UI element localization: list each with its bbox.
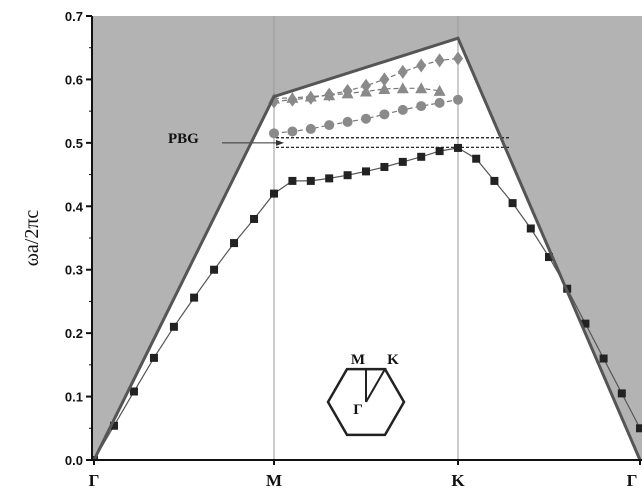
inset-label-m: M xyxy=(351,352,365,368)
data-point-circle xyxy=(361,113,371,124)
data-point-square xyxy=(380,162,389,171)
data-point-circle xyxy=(416,101,427,112)
x-tick-label: K xyxy=(451,471,465,490)
data-point-square xyxy=(508,199,517,208)
data-point-diamond xyxy=(434,53,445,68)
data-point-square xyxy=(210,265,219,274)
data-point-square xyxy=(526,224,535,233)
data-point-circle xyxy=(397,104,408,115)
data-point-diamond xyxy=(342,83,353,98)
y-tick-label: 0.7 xyxy=(65,9,83,24)
light-cone-region xyxy=(92,16,642,460)
x-tick-label: Γ xyxy=(89,471,100,490)
data-point-circle xyxy=(324,120,335,131)
data-point-square xyxy=(398,157,407,166)
data-point-circle xyxy=(434,97,445,108)
data-point-diamond xyxy=(287,92,298,107)
data-point-square xyxy=(454,143,462,152)
data-point-diamond xyxy=(453,51,463,66)
data-point-diamond xyxy=(379,72,390,87)
data-point-square xyxy=(306,176,315,185)
photonic-band-gap: PBG xyxy=(168,131,510,148)
data-point-square xyxy=(490,176,499,185)
data-point-triangle xyxy=(378,82,391,94)
data-point-square xyxy=(545,253,553,262)
x-tick-label: Γ xyxy=(627,471,638,490)
data-point-square xyxy=(129,387,138,396)
data-point-square xyxy=(472,154,481,163)
pbg-arrow-head xyxy=(276,139,284,146)
data-point-square xyxy=(343,171,352,180)
data-point-square xyxy=(435,147,444,156)
y-tick-label: 0.3 xyxy=(65,263,83,278)
y-tick-label: 0.5 xyxy=(65,136,83,151)
axes: 0.0 0.1 0.2 0.3 0.4 0.5 0.6 0.7 Γ M K Γ xyxy=(65,9,642,490)
data-point-circle xyxy=(305,123,316,134)
inset-label-gamma: Γ xyxy=(353,402,363,418)
data-point-diamond xyxy=(397,64,408,79)
data-point-circle xyxy=(379,109,390,120)
data-point-square xyxy=(288,176,297,185)
data-point-circle xyxy=(287,126,298,137)
inset-label-k: K xyxy=(387,352,399,368)
band-line xyxy=(93,147,641,460)
light-line xyxy=(92,36,642,461)
data-point-square xyxy=(169,322,178,331)
data-point-square xyxy=(617,389,626,398)
data-point-circle xyxy=(269,128,279,139)
data-point-square xyxy=(190,293,199,302)
data-point-circle xyxy=(453,94,463,105)
band-line xyxy=(273,87,440,100)
pbg-label: PBG xyxy=(168,131,199,147)
band-1 xyxy=(92,143,642,460)
y-axis-title: ωa/2πc xyxy=(21,210,43,267)
band-3 xyxy=(268,82,446,104)
band-series xyxy=(92,51,642,460)
data-point-diamond xyxy=(269,94,279,109)
data-point-diamond xyxy=(324,87,335,102)
data-point-diamond xyxy=(416,58,427,73)
data-point-square xyxy=(636,424,642,433)
data-point-square xyxy=(599,354,608,363)
band-4 xyxy=(269,51,463,109)
data-point-square xyxy=(149,353,158,362)
data-point-triangle xyxy=(396,82,409,94)
symmetry-point-lines xyxy=(273,16,459,460)
y-tick-label: 0.4 xyxy=(65,199,84,214)
data-point-square xyxy=(230,239,239,248)
y-tick-label: 0.0 xyxy=(65,453,83,468)
data-point-square xyxy=(362,167,370,176)
data-point-circle xyxy=(342,116,353,127)
band-line xyxy=(273,99,459,134)
data-point-triangle xyxy=(415,82,428,94)
data-point-square xyxy=(270,189,278,198)
data-point-square xyxy=(325,174,334,183)
band-2 xyxy=(269,94,463,139)
y-tick-label: 0.2 xyxy=(65,326,83,341)
data-point-square xyxy=(417,152,426,161)
data-point-triangle xyxy=(433,84,446,96)
data-point-square xyxy=(581,319,590,328)
data-point-square xyxy=(250,214,259,223)
irreducible-zone xyxy=(365,368,387,403)
y-tick-label: 0.1 xyxy=(65,390,83,405)
data-point-diamond xyxy=(361,78,371,93)
x-tick-label: M xyxy=(266,471,282,490)
brillouin-zone-inset: M K Γ xyxy=(326,352,406,437)
y-tick-label: 0.6 xyxy=(65,72,83,87)
data-point-square xyxy=(109,421,118,430)
data-point-diamond xyxy=(305,90,316,105)
